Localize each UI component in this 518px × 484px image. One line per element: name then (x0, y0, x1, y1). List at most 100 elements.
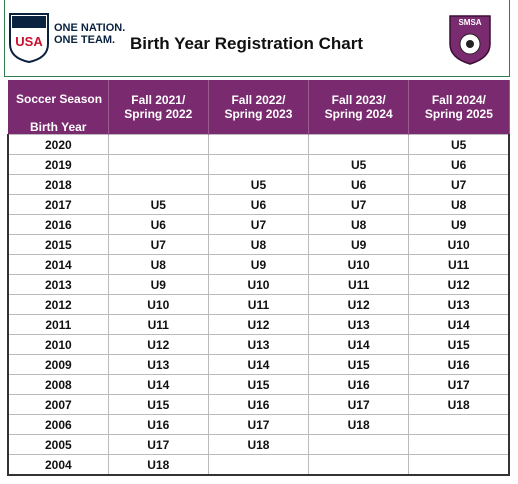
title: Birth Year Registration Chart (130, 34, 364, 53)
birth-year: 2009 (6, 354, 109, 375)
age-group: U13 (308, 314, 410, 335)
birth-year: 2017 (6, 194, 109, 215)
birth-year: 2012 (6, 294, 109, 315)
age-group: U15 (408, 334, 511, 355)
age-group: U14 (308, 334, 410, 355)
column-header-line: Spring 2025 (424, 107, 493, 121)
column-header-line: Spring 2024 (324, 107, 393, 121)
empty-cell (207, 454, 310, 476)
row: 2010 U12 U13 U14 U15 (6, 334, 511, 355)
usa-mark: USA (15, 34, 43, 49)
age-group: U5 (408, 134, 511, 155)
age-group: U6 (408, 154, 511, 175)
row: 2012 U10 U11 U12 U13 (6, 294, 511, 315)
row: 2018 U5 U6 U7 (6, 174, 511, 195)
age-group: U6 (308, 174, 410, 195)
age-group: U13 (408, 294, 511, 315)
age-group: U7 (308, 194, 410, 215)
row: 2020 U5 (6, 134, 511, 155)
age-group: U11 (207, 294, 310, 315)
age-group: U8 (408, 194, 511, 215)
age-group: U7 (408, 174, 511, 195)
age-group: U9 (107, 274, 209, 295)
column-header: Fall 2021/Spring 2022 (108, 80, 209, 135)
slogan-line: ONE TEAM. (54, 34, 116, 46)
smsa-text: SMSA (458, 18, 481, 27)
column-header-line: Fall 2022/ (231, 93, 286, 107)
age-group: U6 (107, 214, 209, 235)
age-group: U10 (308, 254, 410, 275)
birth-year: 2016 (6, 214, 109, 235)
row: 2006 U16 U17 U18 (6, 414, 511, 435)
column-header-line: Spring 2023 (224, 107, 293, 121)
row: 2005 U17 U18 (6, 434, 511, 455)
age-group: U8 (107, 254, 209, 275)
empty-cell (107, 154, 209, 175)
birth-year: 2014 (6, 254, 109, 275)
age-group: U16 (207, 394, 310, 415)
birth-year: 2007 (6, 394, 109, 415)
age-group: U7 (207, 214, 310, 235)
row: 2016 U6 U7 U8 U9 (6, 214, 511, 235)
age-group: U17 (207, 414, 310, 435)
age-group: U14 (408, 314, 511, 335)
row: 2014 U8 U9 U10 U11 (6, 254, 511, 275)
age-group: U13 (207, 334, 310, 355)
age-group: U11 (308, 274, 410, 295)
row: 2015 U7 U8 U9 U10 (6, 234, 511, 255)
row: 2017 U5 U6 U7 U8 (6, 194, 511, 215)
birth-year: 2008 (6, 374, 109, 395)
column-header: Fall 2024/Spring 2025 (408, 80, 510, 135)
age-group: U18 (408, 394, 511, 415)
empty-cell (408, 454, 511, 476)
row: 2004 U18 (6, 454, 511, 476)
age-group: U16 (308, 374, 410, 395)
age-group: U5 (107, 194, 209, 215)
column-header-line: Spring 2022 (124, 107, 193, 121)
age-group: U17 (308, 394, 410, 415)
age-group: U15 (308, 354, 410, 375)
birth-year: 2013 (6, 274, 109, 295)
empty-cell (107, 134, 209, 155)
age-group: U11 (107, 314, 209, 335)
age-group: U12 (408, 274, 511, 295)
corner-top: Soccer Season (16, 92, 103, 106)
empty-cell (207, 154, 310, 175)
age-group: U17 (408, 374, 511, 395)
age-group: U7 (107, 234, 209, 255)
empty-cell (308, 454, 410, 476)
empty-cell (408, 414, 511, 435)
age-group: U12 (207, 314, 310, 335)
age-group: U6 (207, 194, 310, 215)
birth-year: 2019 (6, 154, 109, 175)
usa-logo: USA (9, 13, 49, 64)
smsa-logo: SMSA (449, 15, 491, 65)
age-group: U14 (207, 354, 310, 375)
birth-year: 2011 (6, 314, 109, 335)
birth-year: 2020 (6, 134, 109, 155)
empty-cell (308, 434, 410, 455)
age-group: U18 (308, 414, 410, 435)
birth-year: 2010 (6, 334, 109, 355)
age-group: U17 (107, 434, 209, 455)
registration-table: Soccer Season Birth Year Fall 2021/Sprin… (6, 80, 511, 476)
column-header-line: Fall 2024/ (431, 93, 486, 107)
age-group: U8 (308, 214, 410, 235)
empty-cell (207, 134, 310, 155)
age-group: U12 (308, 294, 410, 315)
birth-year: 2005 (6, 434, 109, 455)
age-group: U16 (408, 354, 511, 375)
birth-year: 2004 (6, 454, 109, 476)
age-group: U9 (408, 214, 511, 235)
birth-year: 2015 (6, 234, 109, 255)
row: 2013 U9 U10 U11 U12 (6, 274, 511, 295)
age-group: U9 (207, 254, 310, 275)
age-group: U15 (207, 374, 310, 395)
age-group: U5 (207, 174, 310, 195)
age-group: U16 (107, 414, 209, 435)
slogan: ONE NATION. ONE TEAM. (54, 22, 125, 46)
header-row: Soccer Season Birth Year Fall 2021/Sprin… (8, 80, 510, 135)
row: 2008 U14 U15 U16 U17 (6, 374, 511, 395)
corner-bottom: Birth Year (30, 120, 87, 134)
age-group: U10 (207, 274, 310, 295)
